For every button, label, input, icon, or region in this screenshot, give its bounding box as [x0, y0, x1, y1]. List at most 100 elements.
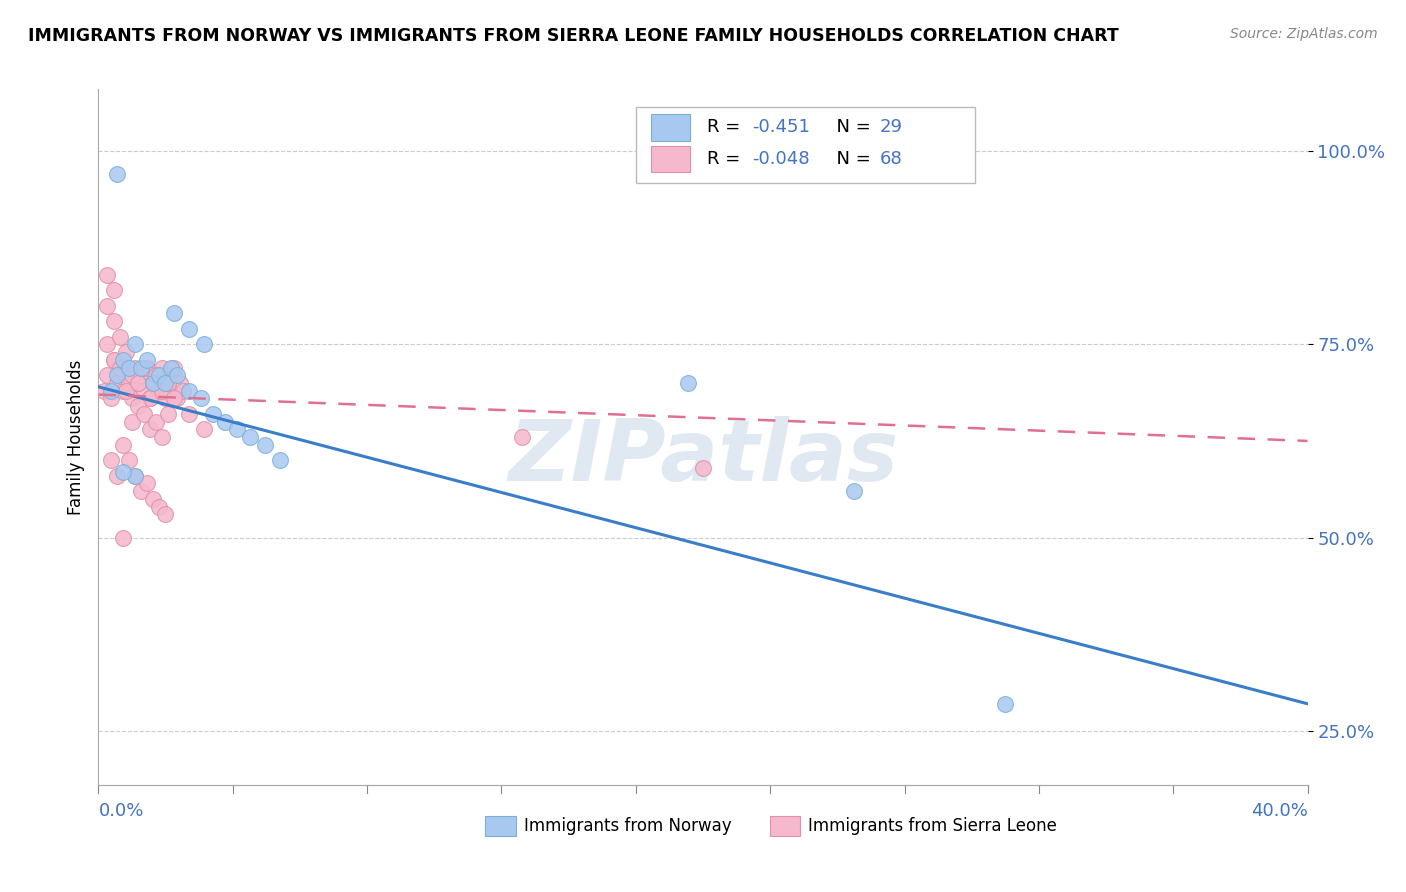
Point [160, 384, 183, 398]
Point [111, 465, 134, 479]
Text: -0.451: -0.451 [752, 119, 810, 136]
Point [139, 392, 162, 406]
Point [148, 368, 170, 383]
Y-axis label: Family Households: Family Households [66, 359, 84, 515]
Point [142, 376, 165, 390]
Point [96, 268, 118, 282]
Point [103, 352, 125, 367]
Point [139, 422, 162, 436]
Point [118, 376, 141, 390]
Point [111, 352, 134, 367]
Point [994, 697, 1017, 711]
Point [163, 360, 186, 375]
Bar [651, 145, 690, 172]
Point [111, 438, 134, 452]
Point [150, 430, 173, 444]
Point [108, 360, 131, 375]
Text: 29: 29 [880, 119, 903, 136]
Point [105, 376, 128, 390]
Point [127, 376, 149, 390]
Point [142, 491, 165, 506]
Point [105, 368, 128, 383]
Point [100, 384, 122, 398]
Point [118, 360, 141, 375]
Point [114, 345, 136, 359]
Point [114, 368, 136, 383]
Point [100, 453, 122, 467]
Point [111, 384, 134, 398]
Point [172, 384, 194, 398]
Point [135, 476, 157, 491]
Point [179, 407, 201, 421]
Point [108, 329, 131, 343]
Point [166, 368, 188, 383]
Point [121, 368, 143, 383]
Point [124, 468, 146, 483]
Point [156, 407, 179, 421]
Text: N =: N = [825, 119, 876, 136]
Point [145, 368, 167, 383]
Text: 68: 68 [880, 150, 903, 168]
Point [202, 407, 225, 421]
Point [179, 322, 201, 336]
Point [179, 384, 201, 398]
Bar [769, 816, 800, 836]
Point [844, 484, 866, 499]
Point [96, 337, 118, 351]
Text: Source: ZipAtlas.com: Source: ZipAtlas.com [1230, 27, 1378, 41]
Point [150, 384, 173, 398]
Point [135, 352, 157, 367]
Point [160, 360, 183, 375]
Point [103, 352, 125, 367]
Text: -0.048: -0.048 [752, 150, 810, 168]
Point [105, 167, 128, 181]
Text: R =: R = [707, 150, 745, 168]
Point [156, 376, 179, 390]
Text: Immigrants from Sierra Leone: Immigrants from Sierra Leone [808, 817, 1057, 835]
Point [114, 384, 136, 398]
Text: R =: R = [707, 119, 745, 136]
Point [169, 376, 191, 390]
Point [124, 468, 146, 483]
Point [121, 415, 143, 429]
Point [510, 430, 533, 444]
Point [269, 453, 291, 467]
Point [93, 384, 115, 398]
Point [156, 376, 179, 390]
Point [121, 392, 143, 406]
Point [124, 360, 146, 375]
Point [108, 360, 131, 375]
Point [129, 368, 152, 383]
Point [139, 392, 162, 406]
Point [226, 422, 249, 436]
Point [103, 283, 125, 297]
Point [153, 508, 176, 522]
Point [676, 376, 699, 390]
Point [145, 415, 167, 429]
Text: N =: N = [825, 150, 876, 168]
Bar [485, 816, 516, 836]
Point [148, 384, 170, 398]
Point [150, 360, 173, 375]
Text: ZIPatlas: ZIPatlas [508, 417, 898, 500]
Point [129, 484, 152, 499]
Point [145, 368, 167, 383]
Point [127, 376, 149, 390]
Point [124, 337, 146, 351]
Text: 40.0%: 40.0% [1251, 803, 1308, 821]
Text: Immigrants from Norway: Immigrants from Norway [524, 817, 731, 835]
Point [132, 360, 155, 375]
Point [166, 392, 188, 406]
Point [253, 438, 276, 452]
FancyBboxPatch shape [637, 106, 976, 183]
Point [153, 392, 176, 406]
Point [103, 314, 125, 328]
Point [239, 430, 262, 444]
Point [193, 422, 215, 436]
Point [163, 306, 186, 320]
Point [193, 337, 215, 351]
Point [190, 392, 212, 406]
Point [96, 299, 118, 313]
Point [163, 368, 186, 383]
Point [127, 399, 149, 413]
